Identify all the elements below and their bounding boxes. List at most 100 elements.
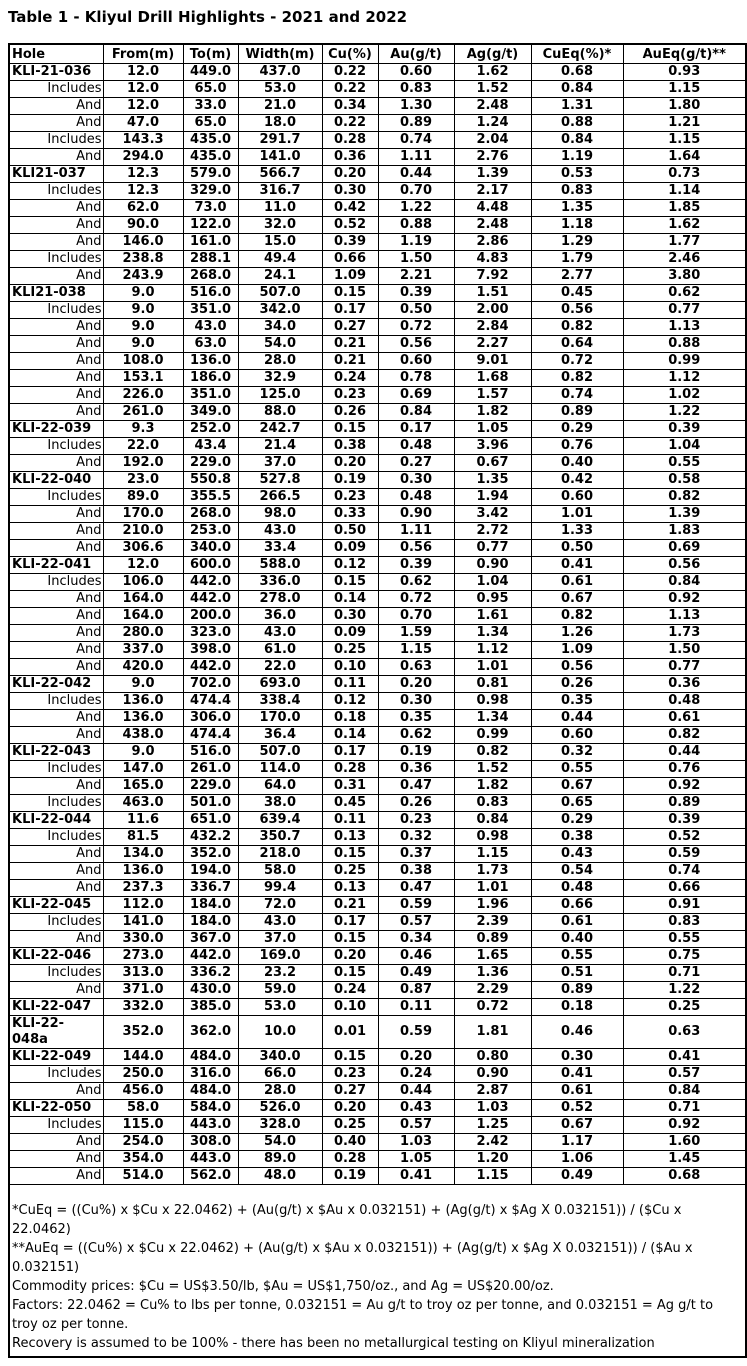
au-value-cell: 0.17 [377,420,455,438]
au-value-cell: 0.27 [377,454,455,472]
column-header-aueq: AuEq(g/t)** [622,43,747,64]
ag-value-cell: 1.65 [453,947,532,965]
from-value-cell: 115.0 [102,1116,184,1134]
from-value-cell: 352.0 [102,1015,184,1049]
table-row: Includes 89.0 355.5 266.5 0.23 0.48 1.94… [8,488,747,506]
aueq-value-cell: 0.73 [622,165,747,183]
from-value-cell: 106.0 [102,573,184,591]
ag-value-cell: 2.17 [453,182,532,200]
from-value-cell: 12.0 [102,97,184,115]
hole-id-cell: KLI-22-044 [8,811,104,829]
from-value-cell: 438.0 [102,726,184,744]
aueq-value-cell: 0.55 [622,930,747,948]
table-row: And 306.6 340.0 33.4 0.09 0.56 0.77 0.50… [8,539,747,557]
cu-value-cell: 0.20 [321,165,379,183]
table-row: And 438.0 474.4 36.4 0.14 0.62 0.99 0.60… [8,726,747,744]
to-value-cell: 43.4 [182,437,239,455]
au-value-cell: 0.74 [377,131,455,149]
to-value-cell: 430.0 [182,981,239,999]
ag-value-cell: 1.51 [453,284,532,302]
qualifier-cell: And [8,845,104,863]
cueq-value-cell: 0.64 [530,335,624,353]
ag-value-cell: 2.72 [453,522,532,540]
ag-value-cell: 0.72 [453,998,532,1016]
table-row: And 420.0 442.0 22.0 0.10 0.63 1.01 0.56… [8,658,747,676]
aueq-value-cell: 1.04 [622,437,747,455]
cueq-value-cell: 0.82 [530,318,624,336]
qualifier-cell: And [8,148,104,166]
aueq-value-cell: 0.56 [622,556,747,574]
to-value-cell: 261.0 [182,760,239,778]
to-value-cell: 442.0 [182,590,239,608]
ag-value-cell: 1.68 [453,369,532,387]
ag-value-cell: 0.90 [453,556,532,574]
to-value-cell: 351.0 [182,386,239,404]
width-value-cell: 34.0 [237,318,323,336]
ag-value-cell: 1.34 [453,624,532,642]
cueq-value-cell: 0.67 [530,590,624,608]
cueq-value-cell: 0.83 [530,182,624,200]
ag-value-cell: 2.84 [453,318,532,336]
cueq-value-cell: 0.84 [530,80,624,98]
aueq-value-cell: 0.48 [622,692,747,710]
au-value-cell: 0.69 [377,386,455,404]
width-value-cell: 588.0 [237,556,323,574]
hole-id-cell: KLI-22-040 [8,471,104,489]
qualifier-cell: And [8,607,104,625]
width-value-cell: 266.5 [237,488,323,506]
cu-value-cell: 0.30 [321,607,379,625]
ag-value-cell: 1.01 [453,658,532,676]
to-value-cell: 435.0 [182,148,239,166]
ag-value-cell: 3.42 [453,505,532,523]
width-value-cell: 21.4 [237,437,323,455]
to-value-cell: 579.0 [182,165,239,183]
page-title: Table 1 - Kliyul Drill Highlights - 2021… [8,8,408,26]
ag-value-cell: 1.61 [453,607,532,625]
qualifier-cell: And [8,930,104,948]
ag-value-cell: 1.05 [453,420,532,438]
from-value-cell: 306.6 [102,539,184,557]
au-value-cell: 1.50 [377,250,455,268]
to-value-cell: 316.0 [182,1065,239,1083]
width-value-cell: 114.0 [237,760,323,778]
cu-value-cell: 0.17 [321,913,379,931]
cueq-value-cell: 0.54 [530,862,624,880]
from-value-cell: 170.0 [102,505,184,523]
table-row: Includes 238.8 288.1 49.4 0.66 1.50 4.83… [8,250,747,268]
aueq-value-cell: 0.39 [622,420,747,438]
from-value-cell: 134.0 [102,845,184,863]
au-value-cell: 0.36 [377,760,455,778]
au-value-cell: 1.11 [377,522,455,540]
qualifier-cell: Includes [8,794,104,812]
cu-value-cell: 0.14 [321,590,379,608]
ag-value-cell: 1.82 [453,403,532,421]
aueq-value-cell: 0.91 [622,896,747,914]
au-value-cell: 2.21 [377,267,455,285]
from-value-cell: 136.0 [102,709,184,727]
to-value-cell: 367.0 [182,930,239,948]
from-value-cell: 143.3 [102,131,184,149]
width-value-cell: 88.0 [237,403,323,421]
table-row: Includes 22.0 43.4 21.4 0.38 0.48 3.96 0… [8,437,747,455]
width-value-cell: 291.7 [237,131,323,149]
qualifier-cell: And [8,454,104,472]
cueq-value-cell: 0.56 [530,658,624,676]
aueq-value-cell: 1.22 [622,981,747,999]
aueq-value-cell: 1.22 [622,403,747,421]
from-value-cell: 165.0 [102,777,184,795]
table-row: And 62.0 73.0 11.0 0.42 1.22 4.48 1.35 1… [8,199,747,217]
width-value-cell: 37.0 [237,930,323,948]
cu-value-cell: 0.40 [321,1133,379,1151]
to-value-cell: 184.0 [182,913,239,931]
to-value-cell: 229.0 [182,777,239,795]
table-row: KLI-22-045 112.0 184.0 72.0 0.21 0.59 1.… [8,896,747,914]
aueq-value-cell: 0.82 [622,726,747,744]
cueq-value-cell: 1.79 [530,250,624,268]
table-row: Includes 115.0 443.0 328.0 0.25 0.57 1.2… [8,1116,747,1134]
au-value-cell: 0.62 [377,726,455,744]
ag-value-cell: 1.03 [453,1099,532,1117]
cu-value-cell: 0.12 [321,556,379,574]
from-value-cell: 153.1 [102,369,184,387]
cu-value-cell: 0.39 [321,233,379,251]
table-row: KLI-22-047 332.0 385.0 53.0 0.10 0.11 0.… [8,998,747,1016]
